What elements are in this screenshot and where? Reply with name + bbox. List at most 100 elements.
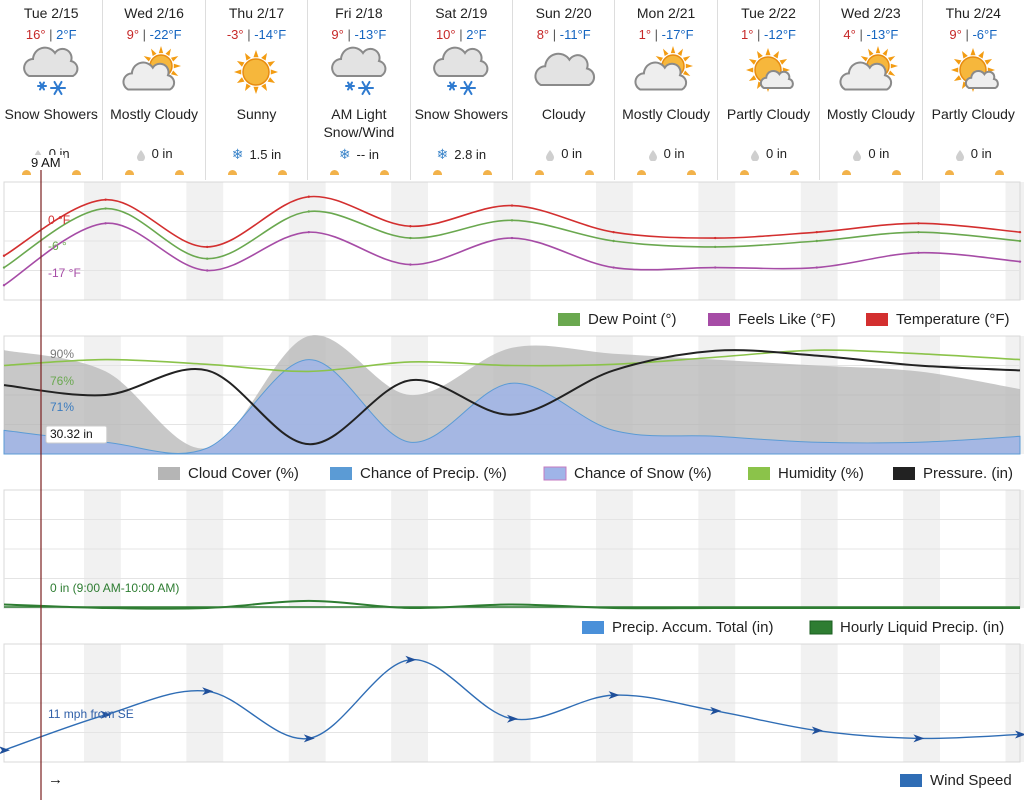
day-column[interactable]: Thu 2/17 -3° | -14°F Sunny ❄ 1.5 in xyxy=(204,0,307,180)
panel-frame xyxy=(3,181,1021,301)
sun-ray xyxy=(765,48,772,56)
snowflake-shape xyxy=(357,80,374,96)
temperature-point xyxy=(2,254,6,257)
day-condition: Snow Showers xyxy=(411,105,512,145)
snowflake-arm xyxy=(39,81,46,91)
sun-ray xyxy=(677,48,684,57)
sunset-icon xyxy=(72,170,81,175)
feels-like-point xyxy=(104,222,107,225)
raindrop-shape xyxy=(136,149,145,161)
precip-value: 2.8 in xyxy=(454,147,487,162)
low-temp: -17°F xyxy=(661,27,694,42)
night-band xyxy=(186,490,224,608)
day-condition: Mostly Cloudy xyxy=(820,105,921,145)
day-temps: 9° | -22°F xyxy=(126,27,182,42)
low-temp: -13°F xyxy=(354,27,387,42)
day-column[interactable]: Sat 2/19 10° | 2°F Snow Showers ❄ 2.8 in xyxy=(409,0,512,180)
snowflake-arm xyxy=(463,80,473,96)
wind-legend: Wind Speed xyxy=(900,772,1012,789)
day-temps: 8° | -11°F xyxy=(536,27,591,42)
sunrise-sunset-markers xyxy=(103,170,204,178)
condition-line: Snow Showers xyxy=(4,106,98,122)
day-column[interactable]: Tue 2/22 1° | -12°F Partly Cloudy 0 in xyxy=(716,0,819,180)
sunrise-icon xyxy=(22,170,31,175)
day-column[interactable]: Tue 2/15 16° | 2°F Snow Showers 0 in xyxy=(0,0,102,180)
dew-point-point xyxy=(206,257,209,260)
sun-ray xyxy=(746,67,754,73)
feels-like-point xyxy=(1018,260,1022,263)
raindrop-icon xyxy=(751,149,759,161)
sun-ray xyxy=(860,56,868,62)
day-date: Wed 2/23 xyxy=(841,5,901,21)
day-column[interactable]: Wed 2/23 4° | -13°F Mostly Cloudy 0 in xyxy=(819,0,921,180)
wind-direction-arrow xyxy=(1015,730,1024,739)
partly-cloudy-icon xyxy=(746,48,795,92)
low-temp: -11°F xyxy=(559,27,591,42)
sunrise-sunset-markers xyxy=(718,170,819,178)
sunrise-sunset-markers xyxy=(308,170,409,178)
wind-direction-arrow xyxy=(405,655,417,664)
humidity-readout: 76% xyxy=(50,374,74,388)
sunrise-sunset-markers xyxy=(615,170,716,178)
panel-frame xyxy=(3,643,1021,763)
night-band xyxy=(83,336,121,454)
day-condition: Mostly Cloudy xyxy=(103,105,204,145)
dew-point-point xyxy=(1018,239,1022,243)
sun-ray xyxy=(670,46,676,54)
precip-chance-area xyxy=(3,359,1021,455)
sunset-icon xyxy=(994,170,1004,175)
day-column[interactable]: Fri 2/18 9° | -13°F AM Light Snow/Wind ❄ -- i… xyxy=(307,0,409,180)
night-band xyxy=(493,490,531,608)
sunset-icon xyxy=(789,170,799,175)
precip-value: 0 in xyxy=(970,146,992,161)
day-column[interactable]: Sun 2/20 8° | -11°F Cloudy 0 in xyxy=(512,0,614,180)
cloud-shape xyxy=(433,46,489,77)
condition-line: Partly Cloudy xyxy=(726,106,811,122)
sunset-icon xyxy=(687,170,697,175)
day-date: Wed 2/16 xyxy=(124,5,184,21)
sun-ray xyxy=(245,83,252,92)
precip-amount: ❄ 1.5 in xyxy=(206,146,307,163)
legend-humidity-swatch xyxy=(748,467,770,480)
snowflake-shape xyxy=(50,80,67,96)
low-temp: 2°F xyxy=(56,27,77,42)
day-date: Mon 2/21 xyxy=(636,5,696,21)
night-band xyxy=(698,490,736,608)
sun-ray xyxy=(268,77,276,83)
precip-legend: Precip. Accum. Total (in) Hourly Liquid P… xyxy=(582,619,1004,636)
sun-ray xyxy=(143,56,152,62)
night-band xyxy=(391,182,429,300)
legend-hourly-liquid-swatch xyxy=(809,620,833,635)
feels-like-point xyxy=(612,266,615,269)
day-temps: 4° | -13°F xyxy=(843,27,899,42)
sunrise-icon xyxy=(637,170,647,175)
snowflake-icon: ❄ xyxy=(338,146,351,162)
legend-feels-like-swatch xyxy=(708,313,730,326)
day-condition: Partly Cloudy xyxy=(718,105,819,145)
night-band xyxy=(391,336,429,454)
sunset-icon xyxy=(175,170,185,175)
day-date: Sun 2/20 xyxy=(535,5,592,21)
high-temp: 1° xyxy=(741,27,754,42)
condition-line: Mostly Cloudy xyxy=(110,106,199,122)
day-column[interactable]: Wed 2/16 9° | -22°F Mostly Cloudy 0 in xyxy=(102,0,204,180)
legend-precip-accum-swatch xyxy=(582,621,604,634)
pressure-readout: 30.32 in xyxy=(50,427,93,441)
day-column[interactable]: Thu 2/24 9° | -6°F Partly Cloudy 0 in xyxy=(921,0,1024,180)
wind-direction-arrow xyxy=(811,726,823,735)
snow-showers-icon xyxy=(23,46,79,96)
day-temps: -3° | -14°F xyxy=(226,27,287,42)
cloud-shape xyxy=(331,46,387,77)
legend-pressure-label: Pressure. (in) xyxy=(923,465,1013,482)
snowflake-icon: ❄ xyxy=(436,146,449,162)
night-band xyxy=(800,490,838,608)
sun-ray xyxy=(978,50,985,59)
night-band xyxy=(903,644,941,762)
wind-direction-arrow xyxy=(507,714,518,723)
cloud-shape xyxy=(534,52,595,86)
sunrise-icon xyxy=(125,170,135,175)
day-column[interactable]: Mon 2/21 1° | -17°F Mostly Cloudy 0 in xyxy=(614,0,716,180)
legend-cloud-cover-label: Cloud Cover (%) xyxy=(188,465,299,482)
sun-ray xyxy=(867,48,874,57)
dew-point-point xyxy=(612,239,615,243)
